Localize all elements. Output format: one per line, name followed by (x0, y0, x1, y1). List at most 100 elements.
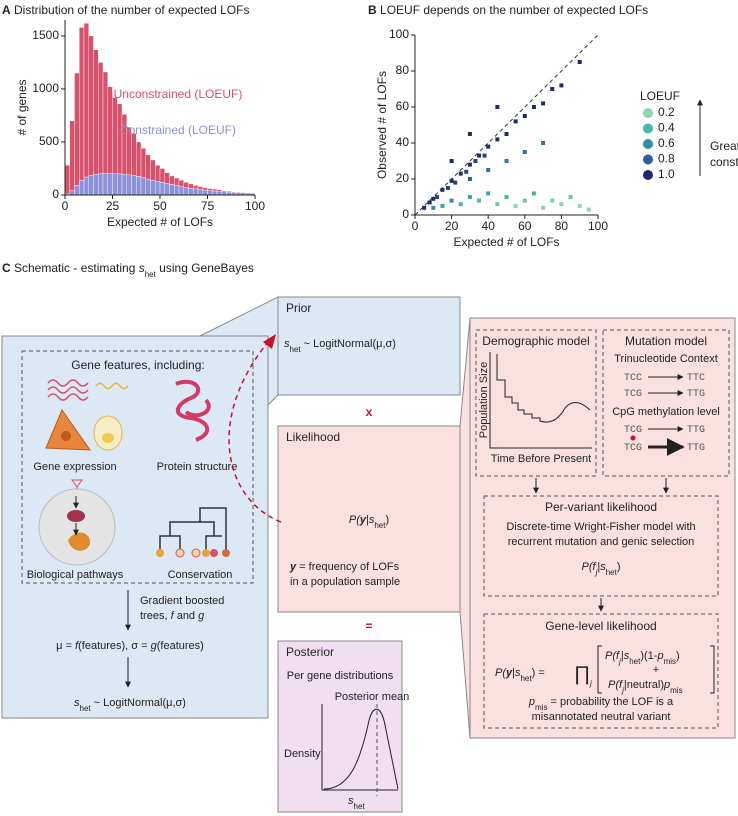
bar (140, 148, 146, 178)
bar (164, 172, 170, 184)
text-part: = frequency of LOFs (296, 561, 400, 573)
point (467, 177, 472, 181)
axes (489, 352, 592, 449)
bar (216, 191, 222, 196)
text-part: μ = (56, 640, 75, 652)
bar (107, 173, 113, 196)
text-part: ~ LogitNormal(μ,σ) (301, 338, 396, 350)
bracket (597, 645, 715, 694)
text-part: |neutral) (624, 679, 664, 691)
point (559, 202, 564, 207)
gene-level-note: misannotated neutral variant (532, 711, 671, 723)
point (422, 205, 427, 210)
point (577, 204, 582, 208)
gene-prior: shet ~ LogitNormal(μ,σ) (74, 697, 186, 713)
bar (231, 191, 237, 193)
x-tick-label: 20 (445, 219, 459, 233)
demographic-box (475, 329, 597, 477)
text-part: j (595, 568, 598, 577)
text-part: | (597, 561, 600, 573)
point (449, 198, 454, 203)
posterior-label: Posterior (286, 645, 334, 659)
text-part: f (171, 610, 175, 622)
bar (202, 189, 208, 196)
bar (159, 168, 165, 183)
point (482, 153, 487, 158)
point (449, 159, 454, 163)
point (440, 187, 445, 192)
point (467, 162, 472, 167)
params-text: μ = f(features), σ = g(features) (56, 640, 204, 652)
text-part: = probability the LOF is a (547, 696, 674, 708)
y-tick-label: 100 (389, 27, 409, 41)
text-part: )(1- (640, 650, 657, 662)
x-tick-label: 40 (482, 219, 496, 233)
rna-icon (47, 379, 89, 401)
bar (188, 183, 194, 189)
text-part: p (656, 650, 663, 662)
point (559, 83, 564, 88)
point (473, 159, 478, 163)
gene-level-label: Gene-level likelihood (545, 619, 656, 633)
series-label: Constrained (LOEUF) (120, 123, 236, 137)
text-part: j (621, 686, 624, 695)
feature-label: Gene expression (33, 461, 116, 473)
sequence: TCG (624, 389, 642, 400)
point (477, 153, 482, 158)
point (477, 198, 482, 203)
text-part: P( (582, 561, 594, 573)
protein-icon (175, 379, 211, 442)
annotation: constraint (710, 155, 738, 169)
legend-label: 0.8 (658, 152, 675, 166)
y-tick-label: 60 (396, 99, 410, 113)
point (513, 204, 518, 208)
bar (102, 71, 108, 174)
annotation: Greater (710, 139, 738, 153)
bar (117, 103, 123, 174)
point (541, 141, 546, 145)
text-part: y (359, 514, 367, 526)
bar (197, 189, 203, 196)
text-part: using GeneBayes (156, 261, 254, 275)
bar (121, 174, 127, 196)
text-part: ) = (532, 667, 545, 679)
x-axis-label: Expected # of LOFs (107, 215, 213, 229)
point (449, 178, 454, 183)
posterior-subtitle: Per gene distributions (287, 670, 394, 682)
per-variant-formula: P(fj|shet) (582, 561, 621, 577)
bar (69, 120, 75, 191)
bar (69, 190, 75, 196)
receptor-icon (71, 479, 83, 488)
point (464, 169, 469, 174)
text-part: C (2, 261, 11, 275)
posterior-peak: Posterior mean (335, 691, 410, 703)
x-axis-label: Expected # of LOFs (453, 235, 559, 249)
sequence: TCC (624, 373, 642, 384)
arrowhead (263, 334, 276, 349)
bar (112, 97, 118, 174)
sequence: TCG (624, 443, 642, 454)
point (504, 195, 509, 199)
point (568, 195, 573, 199)
model-text: trees, f and g (140, 610, 205, 622)
sequence: TCG (624, 425, 642, 436)
term: P(fj|shet)(1-pmis) (605, 650, 680, 666)
prior-label: Prior (286, 301, 311, 315)
bar (79, 179, 85, 196)
point (467, 195, 472, 199)
per-variant-box (483, 495, 719, 597)
x-tick-label: 80 (555, 219, 569, 233)
text-part: P( (495, 667, 507, 679)
legend-swatch (643, 108, 653, 118)
text-part: (features), σ = (78, 640, 151, 652)
bar (212, 190, 218, 196)
x-tick-label: 0 (412, 219, 419, 233)
product-index: j (589, 679, 592, 688)
likelihood-note: in a population sample (290, 576, 400, 588)
bar (150, 179, 156, 196)
text-part: P( (605, 650, 617, 662)
tree-leaf (191, 548, 201, 558)
panel-c-title: C Schematic - estimating shet using Gene… (2, 261, 254, 279)
bar (93, 49, 99, 175)
legend-label: 1.0 (658, 167, 675, 181)
